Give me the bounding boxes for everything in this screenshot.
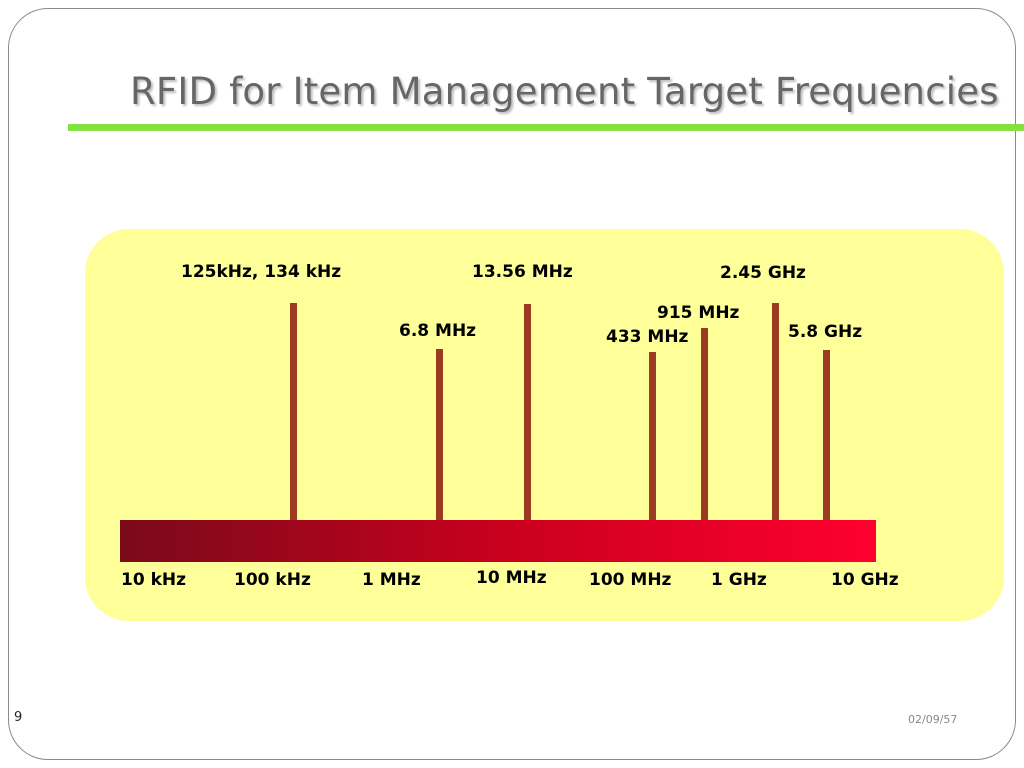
- marker-line-915mhz: [701, 328, 708, 521]
- title-underline: [68, 124, 1024, 131]
- marker-line-433mhz: [649, 352, 656, 521]
- marker-line-5-8ghz: [823, 350, 830, 521]
- marker-line-125khz: [290, 303, 297, 521]
- spectrum-bar: [120, 520, 876, 562]
- scale-10khz: 10 kHz: [121, 570, 187, 590]
- scale-1ghz: 1 GHz: [711, 570, 767, 590]
- marker-line-6-8mhz: [436, 349, 443, 521]
- scale-100khz: 100 kHz: [234, 570, 311, 590]
- scale-100mhz: 100 MHz: [589, 570, 672, 590]
- label-915mhz: 915 MHz: [657, 303, 740, 323]
- label-2-45ghz: 2.45 GHz: [720, 263, 806, 283]
- label-6-8mhz: 6.8 MHz: [399, 321, 477, 341]
- scale-10ghz: 10 GHz: [831, 570, 899, 590]
- label-5-8ghz: 5.8 GHz: [788, 322, 863, 342]
- page-number: 9: [14, 710, 23, 725]
- scale-10mhz: 10 MHz: [476, 568, 547, 588]
- slide-title: RFID for Item Management Target Frequenc…: [130, 70, 999, 113]
- slide-date: 02/09/57: [908, 713, 958, 726]
- scale-1mhz: 1 MHz: [362, 570, 421, 590]
- label-125khz: 125kHz, 134 kHz: [181, 262, 342, 282]
- label-13-56mhz: 13.56 MHz: [472, 262, 573, 282]
- marker-line-2-45ghz: [772, 303, 779, 521]
- frequency-panel: [85, 229, 1004, 621]
- marker-line-13-56mhz: [524, 304, 531, 521]
- label-433mhz: 433 MHz: [606, 327, 689, 347]
